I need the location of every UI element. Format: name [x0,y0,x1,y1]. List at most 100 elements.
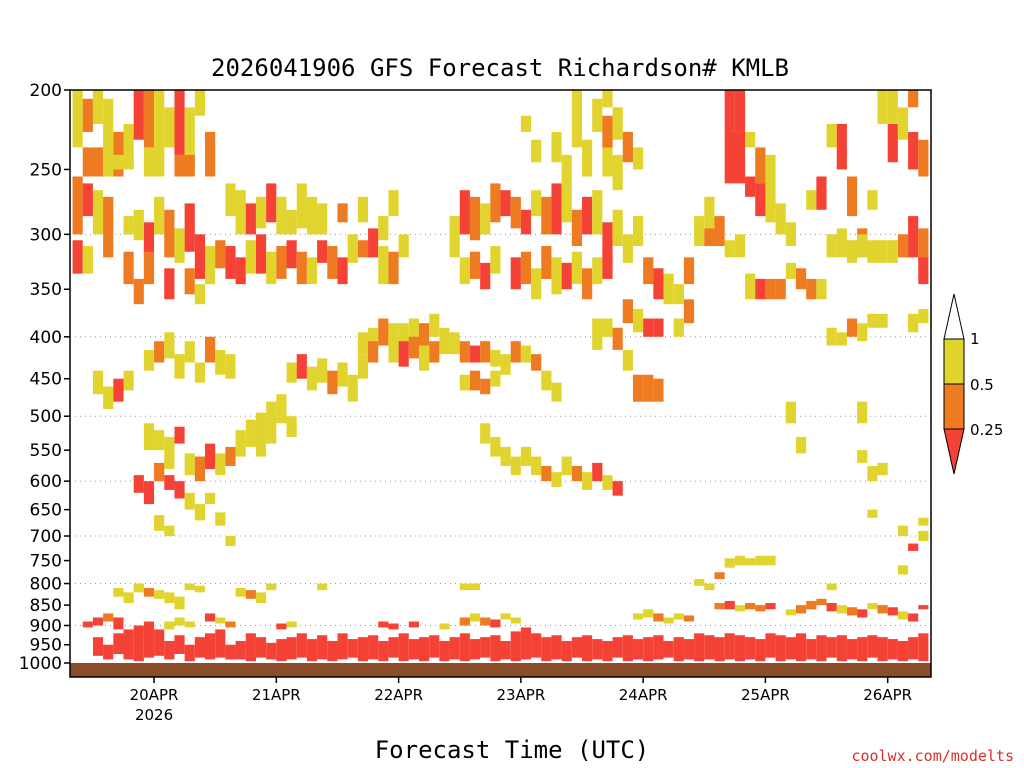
ri-cell-101 [520,345,532,363]
ri-cell-148 [612,107,623,140]
ri-cell-160 [643,374,654,402]
ri-cell-363 [164,640,175,660]
ri-cell-3 [103,98,114,177]
ri-cell-308 [235,587,246,597]
ri-cell-5 [123,123,134,170]
ri-cell-441 [113,617,124,630]
ri-cell-136 [520,115,532,132]
ri-cell-227 [908,90,919,108]
xtick-label-26APR: 26APR [863,686,912,704]
ri-cell-442 [164,621,175,630]
ytick-label-450: 450 [30,370,62,390]
ri-cell-15 [113,154,134,170]
ri-cell-297 [602,475,613,490]
ri-cell-307 [194,585,206,593]
ri-cell-90 [449,332,460,355]
ri-cell-173 [724,131,746,184]
ri-cell-420 [745,637,756,660]
ri-cell-304 [164,592,175,604]
ri-cell-35 [255,234,267,274]
ri-cell-317 [724,558,735,568]
ri-cell-123 [469,251,481,279]
ri-cell-396 [500,640,511,660]
ri-cell-425 [795,633,807,662]
ri-cell-236 [908,543,919,551]
ri-cell-7 [143,90,155,148]
ri-cell-221 [877,90,888,124]
ri-cell-389 [429,635,440,658]
ri-cell-379 [327,640,338,662]
ri-cell-361 [143,621,155,658]
ytick-label-850: 850 [30,596,62,616]
ri-cell-218 [877,313,888,328]
ri-cell-398 [520,627,532,660]
ri-cell-126 [510,257,521,290]
ri-cell-71 [388,190,399,217]
ri-cell-222 [887,90,898,124]
ri-cell-125 [490,246,501,274]
ri-cell-312 [317,583,328,591]
ri-cell-246 [164,332,175,359]
ri-cell-180 [765,176,776,223]
ri-cell-69 [357,196,369,223]
ri-cell-410 [643,637,654,662]
ri-cell-70 [378,216,389,241]
ri-cell-445 [205,613,216,622]
ri-cell-338 [867,603,878,610]
ri-cell-52 [296,183,307,229]
ri-cell-133 [582,268,593,300]
ri-cell-406 [602,640,613,662]
ri-cell-391 [449,637,460,660]
ri-cell-209 [897,234,909,258]
ri-cell-259 [205,443,216,470]
ytick-label-300: 300 [30,225,62,245]
ri-cell-448 [276,623,287,630]
ri-cell-283 [418,345,430,371]
ri-cell-325 [724,600,735,610]
ri-cell-399 [531,633,542,658]
ri-cell-449 [286,621,297,628]
ri-cell-353 [490,619,501,628]
ri-cell-82 [296,354,307,379]
ri-cell-347 [663,617,674,624]
ri-cell-421 [755,639,766,662]
ri-cell-177 [765,154,776,177]
ri-cell-397 [510,631,521,662]
ri-cell-95 [500,354,511,375]
xtick-label-22APR: 22APR [374,686,423,704]
ri-cell-170 [673,318,684,337]
ri-cell-63 [357,240,369,258]
ri-cell-161 [653,378,664,402]
ri-cell-240 [92,370,104,395]
ri-cell-255 [164,436,175,470]
ri-cell-333 [816,598,827,606]
ri-cell-286 [490,436,501,457]
ri-cell-159 [632,374,644,402]
ri-cell-105 [449,216,460,258]
ri-cell-437 [918,633,929,662]
ri-cell-451 [388,623,399,630]
ri-cell-220 [918,309,929,324]
ri-cell-143 [612,154,623,191]
ri-cell-44 [133,278,144,305]
ri-cell-108 [480,203,491,235]
ri-cell-13 [205,131,216,177]
ri-cell-278 [154,515,165,531]
ri-cell-311 [266,583,277,591]
ytick-label-600: 600 [30,472,62,492]
ri-cell-198 [785,262,796,279]
ri-cell-228 [785,401,796,424]
ri-cell-270 [174,481,185,499]
ri-cell-118 [582,196,593,235]
ri-cell-29 [194,234,206,279]
ri-cell-201 [816,278,827,300]
ri-cell-436 [908,637,919,660]
y-axis-ticks: 200 250 300 350 400 450 500 550 600 650 700 750 8008… [19,81,70,674]
ri-cell-215 [846,318,858,337]
ri-cell-260 [215,453,226,476]
ri-cell-342 [908,613,919,622]
ri-cell-28 [184,203,195,252]
ri-cell-405 [592,639,603,660]
ri-cell-113 [531,190,542,217]
ri-cell-84 [317,358,328,383]
